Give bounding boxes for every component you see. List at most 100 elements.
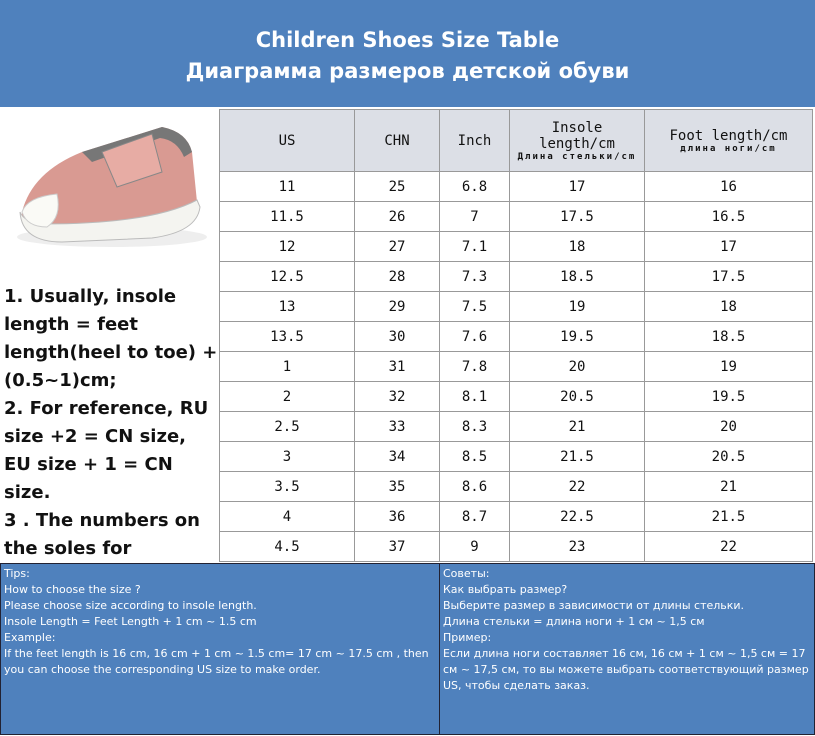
table-cell: 32 bbox=[354, 381, 440, 412]
table-cell: 8.5 bbox=[439, 441, 510, 472]
tip-line: Insole Length = Feet Length + 1 cm ~ 1.5… bbox=[4, 615, 257, 628]
table-row: 2 32 8.1 20.5 19.5 bbox=[219, 381, 813, 412]
table-cell: 2 bbox=[219, 381, 355, 412]
table-cell: 7.6 bbox=[439, 321, 510, 352]
tip-line: Как выбрать размер? bbox=[443, 583, 568, 596]
table-cell: 11 bbox=[219, 171, 355, 202]
table-row: 12 27 7.1 18 17 bbox=[219, 231, 813, 262]
table-cell: 17.5 bbox=[509, 201, 645, 232]
table-cell: 16 bbox=[644, 171, 813, 202]
table-cell: 18 bbox=[644, 291, 813, 322]
table-cell: 8.6 bbox=[439, 471, 510, 502]
table-cell: 21 bbox=[644, 471, 813, 502]
table-row: 3.5 35 8.6 22 21 bbox=[219, 471, 813, 502]
table-cell: 36 bbox=[354, 501, 440, 532]
table-row: 4 36 8.7 22.5 21.5 bbox=[219, 501, 813, 532]
table-cell: 7.5 bbox=[439, 291, 510, 322]
table-cell: 29 bbox=[354, 291, 440, 322]
table-cell: 12 bbox=[219, 231, 355, 262]
header-cell: US bbox=[219, 109, 355, 172]
tip-line: Tips: bbox=[4, 567, 30, 580]
table-cell: 7 bbox=[439, 201, 510, 232]
table-cell: 17.5 bbox=[644, 261, 813, 292]
table-cell: 9 bbox=[439, 531, 510, 562]
table-cell: 7.8 bbox=[439, 351, 510, 382]
table-cell: 26 bbox=[354, 201, 440, 232]
table-cell: 27 bbox=[354, 231, 440, 262]
table-cell: 17 bbox=[644, 231, 813, 262]
table-cell: 21.5 bbox=[509, 441, 645, 472]
tip-line: Please choose size according to insole l… bbox=[4, 599, 257, 612]
table-cell: 11.5 bbox=[219, 201, 355, 232]
tip-line: Советы: bbox=[443, 567, 490, 580]
header: Children Shoes Size Table Диаграмма разм… bbox=[0, 0, 815, 107]
table-row: 3 34 8.5 21.5 20.5 bbox=[219, 441, 813, 472]
tip-line: Выберите размер в зависимости от длины с… bbox=[443, 599, 745, 612]
tips-ru: Советы: Как выбрать размер? Выберите разме… bbox=[439, 563, 815, 735]
table-cell: 6.8 bbox=[439, 171, 510, 202]
table-cell: 4.5 bbox=[219, 531, 355, 562]
tip-line: Если длина ноги составляет 16 см, 16 см … bbox=[443, 647, 809, 692]
header-text: Foot length/cm bbox=[669, 127, 788, 144]
tip-line: Длина стельки = длина ноги + 1 см ~ 1,5 … bbox=[443, 615, 705, 628]
table-row: 13 29 7.5 19 18 bbox=[219, 291, 813, 322]
table-cell: 19.5 bbox=[644, 381, 813, 412]
header-text: Insole length/cm bbox=[539, 119, 615, 152]
table-cell: 31 bbox=[354, 351, 440, 382]
table-cell: 4 bbox=[219, 501, 355, 532]
table-cell: 20.5 bbox=[509, 381, 645, 412]
note: 2. For reference, RU size +2 = CN size, … bbox=[4, 398, 209, 503]
table-cell: 7.1 bbox=[439, 231, 510, 262]
table-cell: 12.5 bbox=[219, 261, 355, 292]
header-text: Inch bbox=[457, 132, 492, 149]
tip-line: How to choose the size ? bbox=[4, 583, 141, 596]
tip-line: Пример: bbox=[443, 631, 492, 644]
table-cell: 25 bbox=[354, 171, 440, 202]
note: 1. Usually, insole length = feet length(… bbox=[4, 286, 218, 391]
notes: 1. Usually, insole length = feet length(… bbox=[4, 283, 218, 591]
table-cell: 19 bbox=[509, 291, 645, 322]
header-cell: Inch bbox=[439, 109, 510, 172]
tips-en: Tips: How to choose the size ? Please choo… bbox=[0, 563, 440, 735]
header-text: US bbox=[278, 132, 296, 149]
table-cell: 21.5 bbox=[644, 501, 813, 532]
table-cell: 7.3 bbox=[439, 261, 510, 292]
table-row: 4.5 37 9 23 22 bbox=[219, 531, 813, 562]
table-cell: 17 bbox=[509, 171, 645, 202]
table-cell: 19 bbox=[644, 351, 813, 382]
table-cell: 21 bbox=[509, 411, 645, 442]
table-cell: 2.5 bbox=[219, 411, 355, 442]
table-cell: 18.5 bbox=[509, 261, 645, 292]
table-cell: 18.5 bbox=[644, 321, 813, 352]
table-row: 1 31 7.8 20 19 bbox=[219, 351, 813, 382]
header-cell: Foot length/cm длина ноги/cm bbox=[644, 109, 813, 172]
table-cell: 13 bbox=[219, 291, 355, 322]
tip-line: Example: bbox=[4, 631, 56, 644]
table-cell: 20.5 bbox=[644, 441, 813, 472]
table-cell: 20 bbox=[509, 351, 645, 382]
header-row: US CHN Inch Insole length/cm Длина стельки/c… bbox=[219, 109, 813, 172]
table-row: 2.5 33 8.3 21 20 bbox=[219, 411, 813, 442]
table-cell: 22.5 bbox=[509, 501, 645, 532]
table-cell: 28 bbox=[354, 261, 440, 292]
table-cell: 19.5 bbox=[509, 321, 645, 352]
table-cell: 8.1 bbox=[439, 381, 510, 412]
header-text: CHN bbox=[384, 132, 410, 149]
table-cell: 37 bbox=[354, 531, 440, 562]
header-cell: CHN bbox=[354, 109, 440, 172]
table-cell: 20 bbox=[644, 411, 813, 442]
table-row: 11 25 6.8 17 16 bbox=[219, 171, 813, 202]
header-text-ru: длина ноги/cm bbox=[680, 143, 777, 154]
table-row: 11.5 26 7 17.5 16.5 bbox=[219, 201, 813, 232]
title: Children Shoes Size Table bbox=[255, 28, 560, 52]
table-cell: 23 bbox=[509, 531, 645, 562]
table-cell: 16.5 bbox=[644, 201, 813, 232]
table-cell: 22 bbox=[509, 471, 645, 502]
table-cell: 18 bbox=[509, 231, 645, 262]
table-cell: 3 bbox=[219, 441, 355, 472]
table-row: 12.5 28 7.3 18.5 17.5 bbox=[219, 261, 813, 292]
table-cell: 35 bbox=[354, 471, 440, 502]
header-cell: Insole length/cm Длина стельки/cm bbox=[509, 109, 645, 172]
table-cell: 33 bbox=[354, 411, 440, 442]
